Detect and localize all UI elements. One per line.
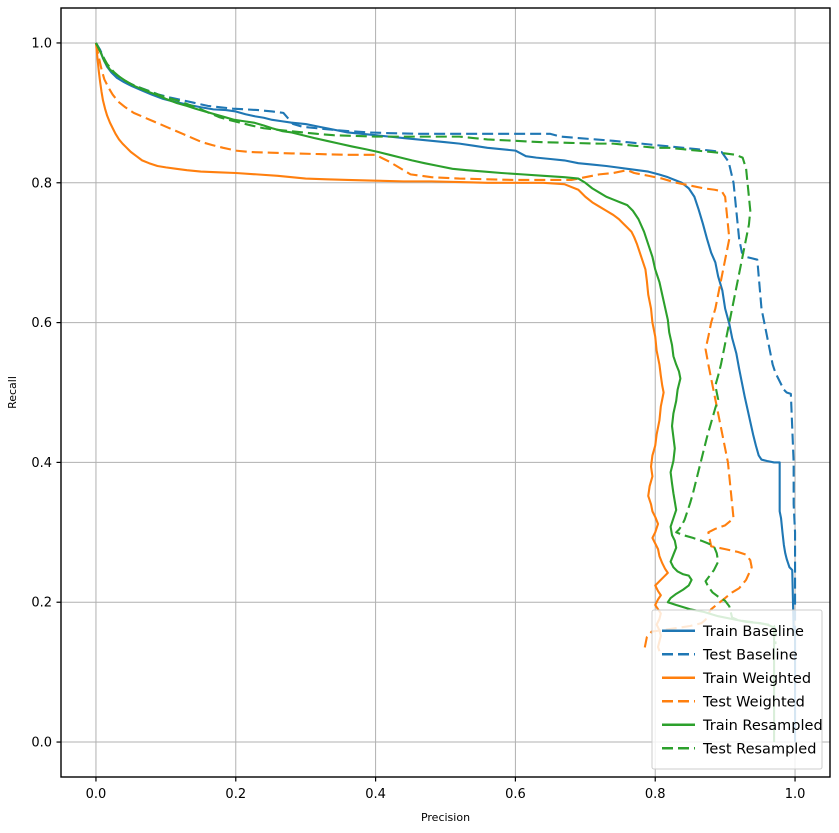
series-line-train-baseline xyxy=(95,42,797,743)
y-tick-label: 0.8 xyxy=(31,176,52,191)
legend-box xyxy=(651,609,823,770)
x-axis-title: Precision xyxy=(421,811,470,824)
x-tick-label: 0.2 xyxy=(225,787,246,802)
x-tick-label: 0.0 xyxy=(86,787,107,802)
series-line-train-resampled xyxy=(95,42,776,743)
y-axis-title: Recall xyxy=(6,376,19,409)
legend-label-test-resampled[interactable]: Test Resampled xyxy=(702,741,816,757)
legend-label-test-weighted[interactable]: Test Weighted xyxy=(702,694,805,710)
series-line-train-weighted xyxy=(94,42,669,652)
x-tick-label: 0.6 xyxy=(505,787,526,802)
x-tick-label: 1.0 xyxy=(785,787,806,802)
series-line-test-resampled xyxy=(95,42,777,645)
legend-label-test-baseline[interactable]: Test Baseline xyxy=(702,647,798,663)
x-tick-label: 0.4 xyxy=(365,787,386,802)
y-tick-label: 0.6 xyxy=(31,316,52,331)
legend-label-train-baseline[interactable]: Train Baseline xyxy=(702,624,804,640)
y-tick-label: 0.0 xyxy=(31,736,52,751)
plot-spines xyxy=(60,7,831,778)
y-tick-label: 0.4 xyxy=(31,456,52,471)
y-tick-label: 1.0 xyxy=(31,36,52,51)
legend-label-train-resampled[interactable]: Train Resampled xyxy=(702,718,823,734)
y-tick-label: 0.2 xyxy=(31,596,52,611)
series-line-test-baseline xyxy=(95,42,797,634)
legend-label-train-weighted[interactable]: Train Weighted xyxy=(702,671,811,687)
series-line-test-weighted xyxy=(94,42,753,652)
x-tick-label: 0.8 xyxy=(645,787,666,802)
